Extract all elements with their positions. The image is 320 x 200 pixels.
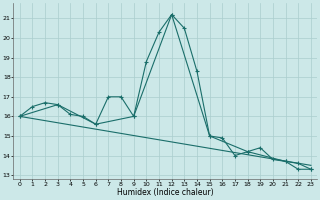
X-axis label: Humidex (Indice chaleur): Humidex (Indice chaleur) <box>117 188 214 197</box>
